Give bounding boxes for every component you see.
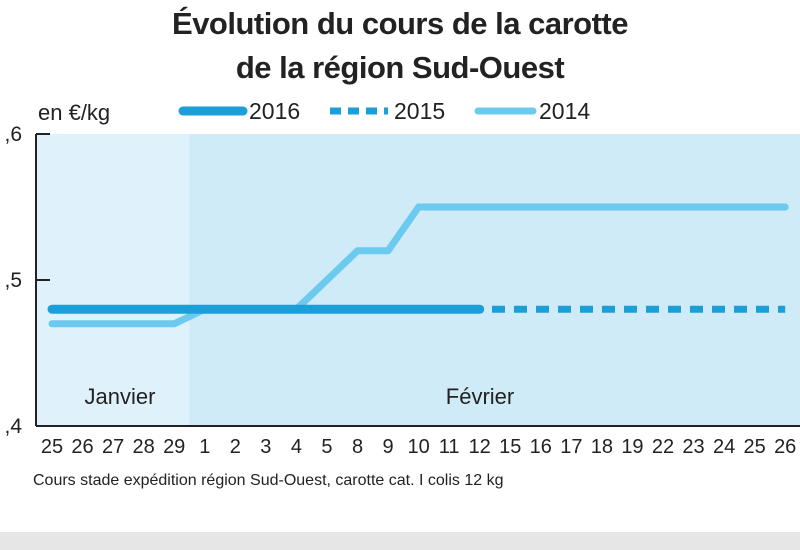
x-tick-label: 1 bbox=[199, 436, 210, 458]
x-tick-label: 10 bbox=[407, 436, 429, 458]
y-tick-label: ,6 bbox=[4, 123, 22, 146]
january-background bbox=[36, 134, 190, 426]
series-lines bbox=[47, 203, 789, 328]
x-tick-label: 18 bbox=[591, 436, 613, 458]
unit-label: en €/kg bbox=[38, 100, 110, 125]
x-tick-label: 11 bbox=[439, 436, 460, 458]
x-tick-label: 24 bbox=[713, 436, 735, 458]
x-tick-label: 12 bbox=[469, 436, 491, 458]
y-tick-label: ,5 bbox=[4, 269, 22, 292]
x-tick-label: 25 bbox=[744, 436, 766, 458]
y-tick-label: ,4 bbox=[4, 415, 22, 438]
february-background bbox=[189, 134, 800, 426]
x-tick-label: 29 bbox=[163, 436, 185, 458]
legend-label-2016: 2016 bbox=[249, 98, 300, 124]
x-tick-label: 26 bbox=[71, 436, 93, 458]
x-tick-label: 17 bbox=[560, 436, 582, 458]
chart-title-line-1: Évolution du cours de la carotte bbox=[172, 6, 628, 41]
x-tick-label: 27 bbox=[102, 436, 124, 458]
axes bbox=[35, 133, 800, 427]
x-tick-label: 28 bbox=[133, 436, 155, 458]
x-tick-label: 19 bbox=[621, 436, 643, 458]
x-tick-label: 25 bbox=[41, 436, 63, 458]
x-tick-label: 16 bbox=[530, 436, 552, 458]
x-tick-label: 23 bbox=[682, 436, 704, 458]
x-tick-label: 4 bbox=[291, 436, 302, 458]
legend-label-2015: 2015 bbox=[394, 98, 445, 124]
labels: ,6,5,425 26 27 28 29 1 2 3 4 5 8 9 10 11 12 15 16 17 18 19 2… bbox=[4, 100, 796, 489]
series-line-2014 bbox=[48, 203, 789, 328]
footnote: Cours stade expédition région Sud-Ouest,… bbox=[33, 472, 503, 489]
bottom-strip bbox=[0, 532, 800, 550]
x-tick-label: 3 bbox=[260, 436, 271, 458]
x-tick-label: 2 bbox=[230, 436, 241, 458]
x-tick-label: 5 bbox=[321, 436, 332, 458]
x-tick-label: 8 bbox=[352, 436, 363, 458]
period-label-janvier: Janvier bbox=[85, 384, 156, 409]
chart-title-line-2: de la région Sud-Ouest bbox=[235, 50, 565, 85]
x-tick-label: 22 bbox=[652, 436, 674, 458]
x-tick-label: 15 bbox=[499, 436, 521, 458]
legend: 2016 2015 2014 bbox=[178, 98, 590, 124]
period-backgrounds bbox=[36, 134, 800, 426]
x-tick-label: 26 bbox=[774, 436, 796, 458]
x-tick-label: 9 bbox=[382, 436, 393, 458]
legend-label-2014: 2014 bbox=[539, 98, 590, 124]
period-label-fevrier: Février bbox=[446, 384, 514, 409]
